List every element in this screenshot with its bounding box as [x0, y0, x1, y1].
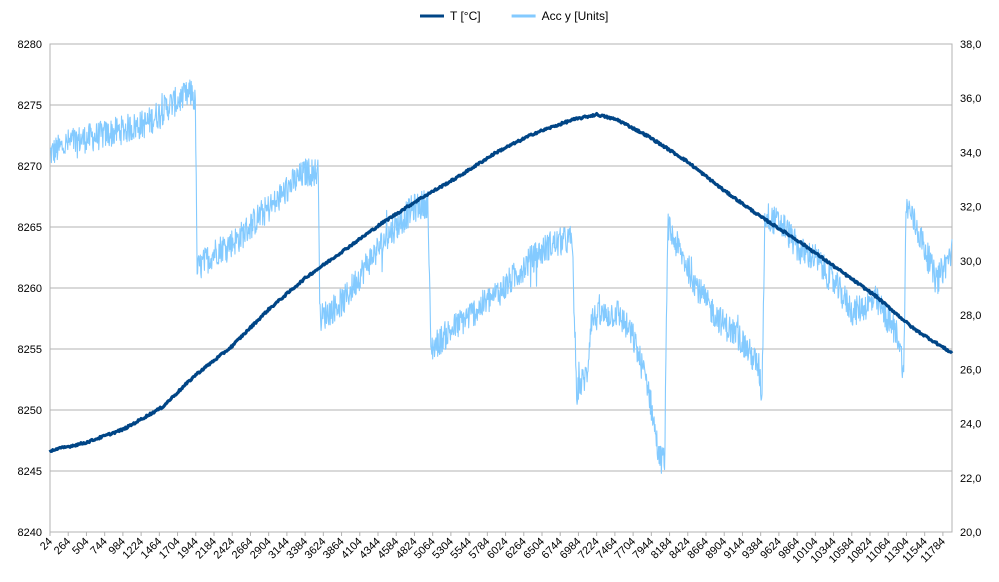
left-tick-label: 8240 — [18, 527, 42, 539]
x-axis-ticks: 2426450474498412241464170419442184242426… — [38, 532, 948, 566]
x-tick-label: 504 — [70, 536, 91, 557]
right-tick-label: 36,0 — [960, 93, 981, 105]
left-tick-label: 8270 — [18, 161, 42, 173]
right-axis-ticks: 20,0 22,0 24,0 26,0 28,0 30,0 32,0 34,0 36,0 38,0 — [960, 39, 981, 539]
series-line-acc-y — [49, 79, 953, 474]
right-tick-label: 26,0 — [960, 364, 981, 376]
right-tick-label: 22,0 — [960, 473, 981, 485]
series-lines — [48, 79, 954, 474]
x-tick-label: 744 — [88, 536, 109, 557]
left-tick-label: 8260 — [18, 283, 42, 295]
right-tick-label: 20,0 — [960, 527, 981, 539]
plot-frame — [49, 43, 953, 533]
legend-label: Acc y [Units] — [542, 9, 609, 23]
right-tick-label: 24,0 — [960, 419, 981, 431]
right-tick-label: 38,0 — [960, 39, 981, 51]
series-line-temperature — [48, 111, 954, 454]
left-tick-label: 8245 — [18, 466, 42, 478]
right-tick-label: 28,0 — [960, 310, 981, 322]
right-tick-label: 30,0 — [960, 256, 981, 268]
left-tick-label: 8265 — [18, 222, 42, 234]
legend-label: T [°C] — [450, 9, 481, 23]
x-tick-label: 264 — [52, 536, 73, 557]
left-axis-ticks: 8240 8245 8250 8255 8260 8265 8270 8275 8280 — [18, 39, 42, 539]
left-tick-label: 8255 — [18, 344, 42, 356]
right-tick-label: 32,0 — [960, 202, 981, 214]
legend: T [°C] Acc y [Units] — [420, 9, 608, 23]
right-tick-label: 34,0 — [960, 147, 981, 159]
left-tick-label: 8280 — [18, 39, 42, 51]
left-tick-label: 8250 — [18, 405, 42, 417]
left-tick-label: 8275 — [18, 100, 42, 112]
